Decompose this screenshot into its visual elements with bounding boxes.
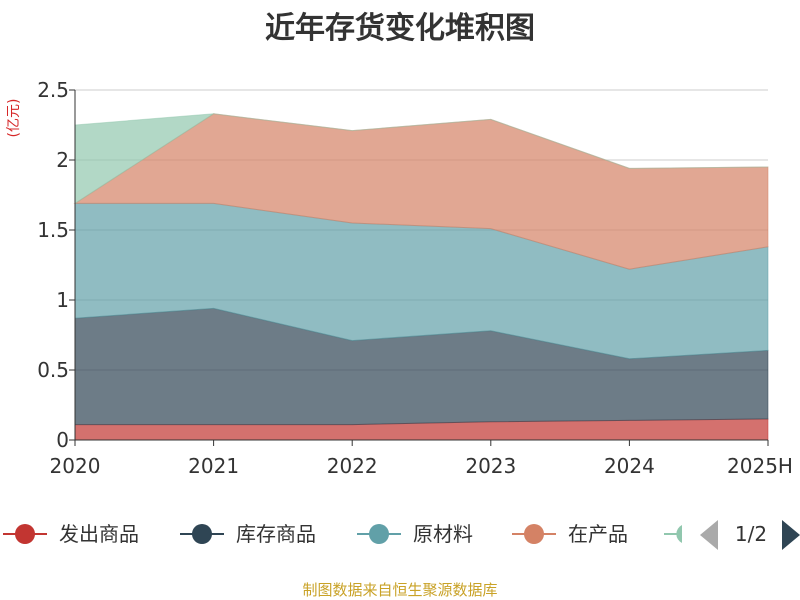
legend-marker bbox=[676, 525, 682, 543]
y-tick-label: 1 bbox=[56, 288, 69, 312]
area-series bbox=[73, 113, 769, 441]
legend-item[interactable]: 库存商品 bbox=[180, 522, 316, 546]
y-tick-label: 0.5 bbox=[37, 358, 69, 382]
legend-prev-icon[interactable] bbox=[700, 520, 718, 550]
data-source: 制图数据来自恒生聚源数据库 bbox=[302, 581, 497, 599]
y-tick-label: 2.5 bbox=[37, 78, 69, 102]
area-series-5[interactable] bbox=[74, 113, 769, 205]
y-tick-label: 2 bbox=[56, 148, 69, 172]
legend-label: 在产品 bbox=[568, 522, 628, 546]
x-tick-label: 2022 bbox=[327, 454, 378, 478]
legend-item[interactable] bbox=[664, 525, 682, 543]
chart-title: 近年存货变化堆积图 bbox=[265, 11, 535, 46]
legend: 发出商品 库存商品 原材料 在产品 1/2 bbox=[3, 520, 800, 550]
legend-next-icon[interactable] bbox=[782, 520, 800, 550]
legend-marker bbox=[524, 524, 544, 544]
legend-label: 库存商品 bbox=[236, 522, 316, 546]
x-tick-label: 2020 bbox=[50, 454, 101, 478]
x-tick-label: 2023 bbox=[465, 454, 516, 478]
legend-marker bbox=[15, 524, 35, 544]
legend-marker bbox=[192, 524, 212, 544]
y-tick-label: 1.5 bbox=[37, 218, 69, 242]
legend-item[interactable]: 在产品 bbox=[512, 522, 628, 546]
legend-item[interactable]: 原材料 bbox=[357, 522, 473, 546]
legend-label: 原材料 bbox=[413, 522, 473, 546]
axes: 0 0.5 1 1.5 2 2.5 2020 2021 2022 2023 2024 2025H bbox=[37, 78, 793, 478]
legend-marker bbox=[369, 524, 389, 544]
x-tick-label: 2021 bbox=[188, 454, 239, 478]
x-tick-label: 2025H bbox=[727, 454, 793, 478]
x-tick-label: 2024 bbox=[604, 454, 655, 478]
legend-page-indicator: 1/2 bbox=[735, 522, 767, 546]
y-unit-label: (亿元) bbox=[6, 99, 22, 138]
y-tick-label: 0 bbox=[56, 428, 69, 452]
legend-label: 发出商品 bbox=[59, 522, 139, 546]
legend-item[interactable]: 发出商品 bbox=[3, 522, 139, 546]
